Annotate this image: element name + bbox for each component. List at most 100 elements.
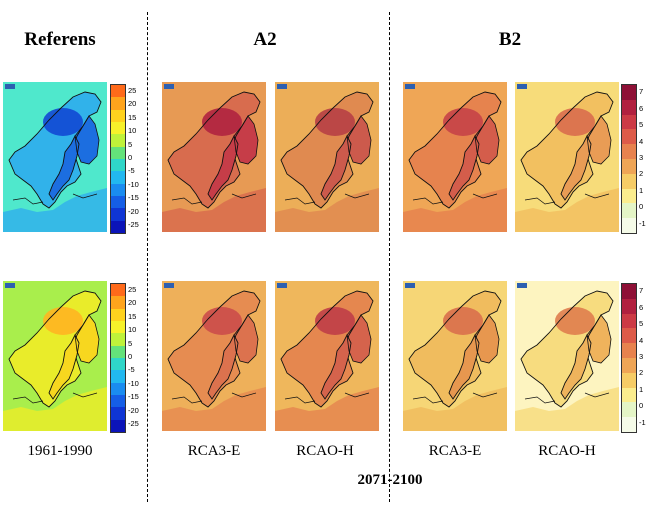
finland-coastline bbox=[74, 115, 100, 165]
colorbar-tick-label: 20 bbox=[128, 298, 137, 308]
baltic-sea-outline bbox=[448, 333, 480, 400]
baltic-sea-outline bbox=[320, 134, 352, 201]
colorbar-swatch bbox=[111, 308, 125, 321]
smhi-logo-icon bbox=[5, 283, 15, 288]
core-anomaly-region bbox=[443, 307, 483, 335]
colorbar-tick-label: -10 bbox=[128, 378, 139, 388]
smhi-logo-icon bbox=[164, 283, 174, 288]
a2-rca3e-label: RCA3-E bbox=[187, 443, 241, 459]
core-anomaly-region bbox=[43, 307, 83, 335]
finland-fill bbox=[587, 315, 611, 363]
baltic-sea-outline bbox=[48, 134, 80, 201]
colorbar-tick-label: -1 bbox=[639, 218, 646, 228]
colorbar-tick-label: 20 bbox=[128, 99, 137, 109]
colorbar-swatch bbox=[622, 357, 636, 373]
continent-coastline bbox=[171, 392, 257, 404]
reference-colorbar-bottom bbox=[110, 283, 126, 433]
finland-fill bbox=[234, 315, 258, 363]
colorbar-tick-label: 6 bbox=[639, 103, 644, 113]
core-anomaly-region bbox=[555, 307, 595, 335]
colorbar-tick-label: 15 bbox=[128, 112, 137, 122]
colorbar-tick-label: -10 bbox=[128, 179, 139, 189]
colorbar-swatch bbox=[111, 121, 125, 135]
map-svg bbox=[162, 82, 266, 232]
smhi-logo-icon bbox=[405, 84, 415, 89]
map-svg bbox=[3, 82, 107, 232]
colorbar-swatch bbox=[622, 173, 636, 189]
colorbar-swatch bbox=[622, 114, 636, 130]
colorbar-swatch bbox=[111, 407, 125, 420]
core-anomaly-region bbox=[202, 108, 242, 136]
change-colorbar-top bbox=[621, 84, 637, 234]
colorbar-swatch bbox=[111, 345, 125, 358]
reference-colorbar-top-ticks: 25 20 15 10 5 0 -5 -10 -15 -20 -25 bbox=[128, 84, 148, 232]
baltic-sea-outline bbox=[560, 333, 592, 400]
continent-fill bbox=[3, 387, 107, 431]
reference-header: Referens bbox=[24, 29, 96, 50]
colorbar-swatch bbox=[622, 99, 636, 115]
continent-coastline bbox=[12, 193, 98, 205]
map-b2-rca3e-top bbox=[403, 82, 507, 232]
b2-rcaoh-label: RCAO-H bbox=[538, 443, 596, 459]
map-svg bbox=[515, 82, 619, 232]
map-b2-rcaoh-top bbox=[515, 82, 619, 232]
finland-coastline bbox=[586, 314, 612, 364]
change-colorbar-top-ticks: 7 6 5 4 3 2 1 0 -1 bbox=[639, 84, 657, 232]
colorbar-swatch bbox=[111, 370, 125, 383]
core-anomaly-region bbox=[315, 108, 355, 136]
map-svg bbox=[515, 281, 619, 431]
colorbar-swatch bbox=[622, 328, 636, 344]
colorbar-swatch bbox=[111, 158, 125, 172]
map-svg bbox=[162, 281, 266, 431]
b2-scenario-header: B2 bbox=[498, 29, 522, 50]
colorbar-swatch bbox=[622, 284, 636, 299]
baltic-sea-outline bbox=[207, 134, 239, 201]
a2-scenario-header: A2 bbox=[253, 29, 277, 50]
baltic-sea-outline bbox=[48, 333, 80, 400]
baltic-sea-outline bbox=[207, 333, 239, 400]
finland-coastline bbox=[474, 115, 500, 165]
continent-fill bbox=[275, 387, 379, 431]
colorbar-tick-label: 25 bbox=[128, 284, 137, 294]
colorbar-swatch bbox=[111, 134, 125, 147]
colorbar-tick-label: 4 bbox=[639, 335, 644, 345]
finland-coastline bbox=[346, 314, 372, 364]
colorbar-tick-label: 25 bbox=[128, 85, 137, 95]
baltic-sea-outline bbox=[448, 134, 480, 201]
colorbar-swatch bbox=[111, 333, 125, 346]
finland-fill bbox=[475, 315, 499, 363]
finland-fill bbox=[75, 116, 99, 164]
core-anomaly-region bbox=[315, 307, 355, 335]
colorbar-swatch bbox=[111, 183, 125, 196]
colorbar-tick-label: 3 bbox=[639, 352, 644, 361]
continent-coastline bbox=[412, 392, 498, 404]
colorbar-tick-label: 0 bbox=[128, 352, 133, 361]
colorbar-tick-label: 7 bbox=[639, 87, 644, 97]
colorbar-tick-label: -5 bbox=[128, 365, 135, 375]
colorbar-tick-label: 1 bbox=[639, 185, 644, 195]
map-svg bbox=[275, 281, 379, 431]
continent-coastline bbox=[524, 392, 610, 404]
finland-fill bbox=[587, 116, 611, 164]
finland-coastline bbox=[474, 314, 500, 364]
separator-left bbox=[147, 12, 148, 502]
continent-fill bbox=[162, 387, 266, 431]
finland-fill bbox=[475, 116, 499, 164]
colorbar-swatch bbox=[111, 320, 125, 334]
colorbar-swatch bbox=[622, 85, 636, 100]
change-colorbar-bottom-ticks: 7 6 5 4 3 2 1 0 -1 bbox=[639, 283, 657, 431]
map-svg bbox=[403, 82, 507, 232]
continent-coastline bbox=[284, 193, 370, 205]
colorbar-tick-label: -25 bbox=[128, 419, 139, 429]
smhi-logo-icon bbox=[517, 283, 527, 288]
colorbar-tick-label: 5 bbox=[128, 338, 133, 348]
smhi-logo-icon bbox=[277, 283, 287, 288]
map-svg bbox=[403, 281, 507, 431]
finland-coastline bbox=[233, 115, 259, 165]
baltic-sea-outline bbox=[320, 333, 352, 400]
map-a2-rcaoh-bottom bbox=[275, 281, 379, 431]
colorbar-swatch bbox=[622, 144, 636, 159]
colorbar-tick-label: 0 bbox=[128, 153, 133, 162]
smhi-logo-icon bbox=[5, 84, 15, 89]
smhi-logo-icon bbox=[277, 84, 287, 89]
